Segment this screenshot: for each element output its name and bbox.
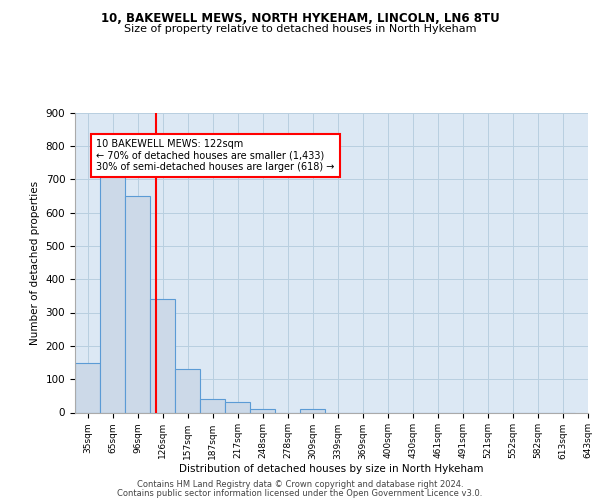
- Text: 10 BAKEWELL MEWS: 122sqm
← 70% of detached houses are smaller (1,433)
30% of sem: 10 BAKEWELL MEWS: 122sqm ← 70% of detach…: [96, 139, 335, 172]
- Y-axis label: Number of detached properties: Number of detached properties: [30, 180, 40, 344]
- Bar: [225, 402, 250, 412]
- Bar: [300, 409, 325, 412]
- Bar: [150, 299, 175, 412]
- X-axis label: Distribution of detached houses by size in North Hykeham: Distribution of detached houses by size …: [179, 464, 484, 474]
- Text: Contains public sector information licensed under the Open Government Licence v3: Contains public sector information licen…: [118, 489, 482, 498]
- Bar: [100, 172, 125, 412]
- Text: 10, BAKEWELL MEWS, NORTH HYKEHAM, LINCOLN, LN6 8TU: 10, BAKEWELL MEWS, NORTH HYKEHAM, LINCOL…: [101, 12, 499, 26]
- Bar: [75, 362, 100, 412]
- Bar: [250, 408, 275, 412]
- Bar: [175, 369, 200, 412]
- Bar: [200, 398, 225, 412]
- Text: Size of property relative to detached houses in North Hykeham: Size of property relative to detached ho…: [124, 24, 476, 34]
- Bar: [125, 196, 150, 412]
- Text: Contains HM Land Registry data © Crown copyright and database right 2024.: Contains HM Land Registry data © Crown c…: [137, 480, 463, 489]
